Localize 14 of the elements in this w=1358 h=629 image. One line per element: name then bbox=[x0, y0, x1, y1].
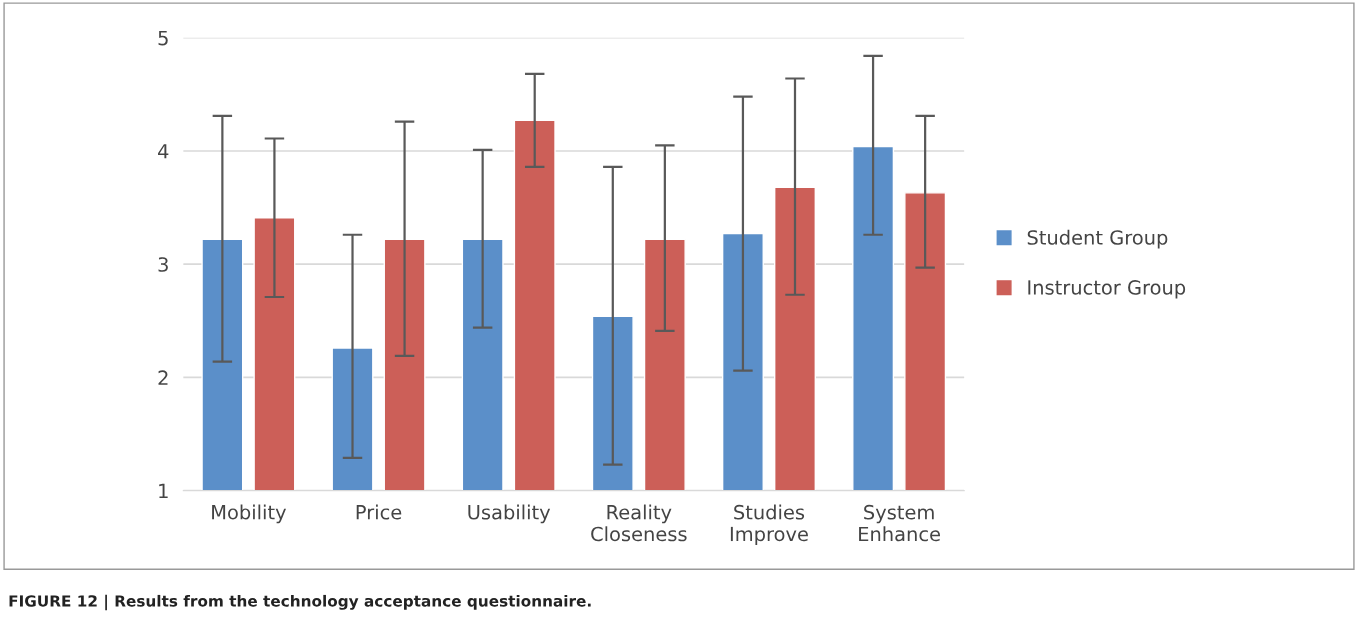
x-tick-label: Studies Improve bbox=[730, 504, 808, 546]
legend-label: Student Group bbox=[1027, 229, 1168, 249]
x-tick-label: Reality Closeness bbox=[591, 504, 687, 542]
legend-label: Instructor Group bbox=[1028, 280, 1186, 299]
y-tick-label: 5 bbox=[158, 30, 168, 46]
y-tick-label: 1 bbox=[159, 483, 168, 499]
y-tick-label: 4 bbox=[158, 144, 169, 159]
x-tick-label: Price bbox=[356, 504, 402, 520]
y-tick-label: 2 bbox=[158, 370, 168, 385]
x-tick-label: System Enhance bbox=[859, 504, 940, 542]
x-tick-label: Mobility bbox=[212, 504, 286, 524]
caption: FIGURE 12 | Results from the technology acceptance questionnaire. bbox=[9, 594, 591, 611]
x-tick-label: Usability bbox=[468, 504, 551, 524]
y-tick-label: 3 bbox=[158, 257, 168, 272]
